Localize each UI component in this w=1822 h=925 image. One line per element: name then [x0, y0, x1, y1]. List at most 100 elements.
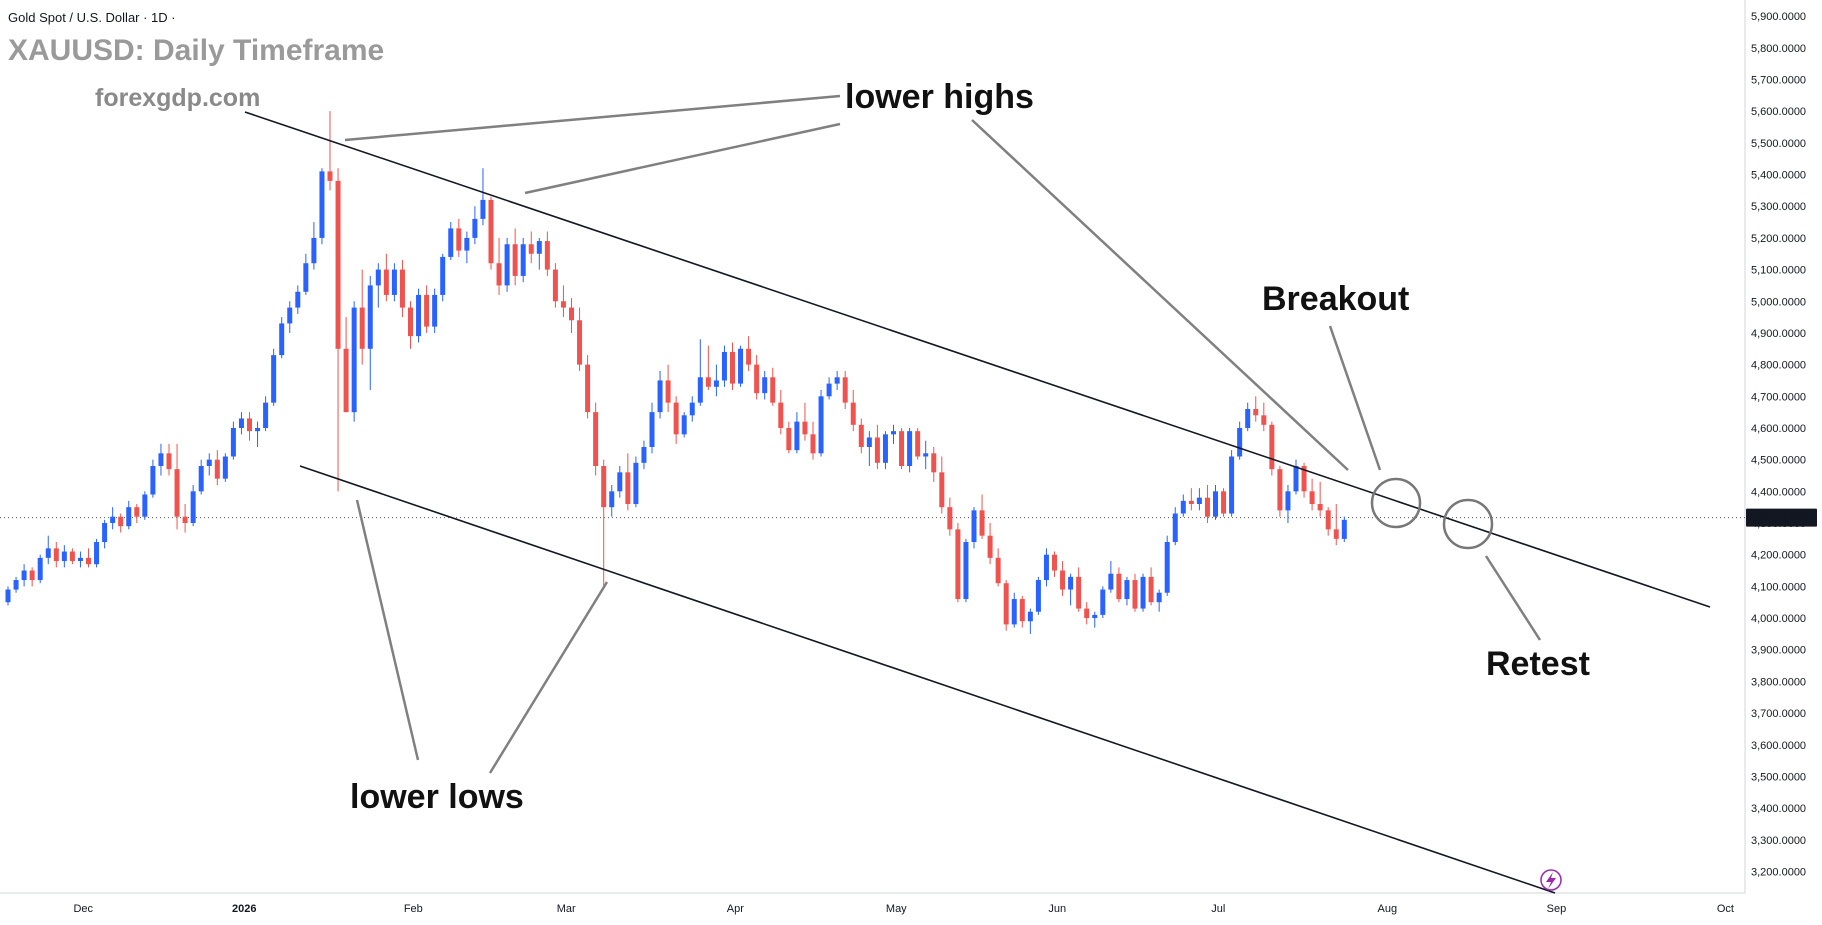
candle — [939, 456, 945, 514]
candle — [689, 396, 695, 422]
candle — [705, 345, 711, 390]
candle — [858, 418, 864, 454]
candles-layer — [0, 111, 1745, 634]
candle — [110, 507, 116, 530]
time-axis[interactable]: Dec 2026 Feb Mar Apr May Jun Jul Aug Sep Oct — [0, 892, 1745, 915]
candle — [359, 269, 365, 365]
y-tick-label: 5,700.0000 — [1751, 75, 1806, 87]
candle — [786, 421, 792, 454]
candle — [1164, 535, 1170, 596]
candle — [408, 301, 413, 349]
pointer-line[interactable] — [1328, 325, 1382, 471]
y-tick-label: 4,200.0000 — [1751, 550, 1806, 562]
candle — [1333, 504, 1339, 546]
candle — [1172, 507, 1178, 546]
candle — [440, 253, 446, 302]
candle — [1035, 576, 1041, 615]
candle — [37, 554, 43, 584]
pointer-line[interactable] — [355, 499, 420, 761]
candle — [1019, 595, 1025, 628]
highlight-circle — [1370, 477, 1422, 529]
candle — [367, 275, 373, 390]
candle — [1108, 561, 1114, 593]
candle — [697, 339, 703, 406]
y-tick-label: 4,600.0000 — [1751, 423, 1806, 435]
y-tick-label: 5,600.0000 — [1751, 106, 1806, 118]
candle — [512, 228, 518, 286]
y-tick-label: 4,000.0000 — [1751, 613, 1806, 625]
candle — [609, 485, 615, 517]
candle — [713, 364, 719, 397]
candle — [1003, 580, 1009, 631]
x-tick-label: May — [886, 903, 907, 915]
candle — [730, 342, 735, 390]
candle — [826, 377, 832, 400]
y-tick-label: 4,500.0000 — [1751, 455, 1806, 467]
x-tick-label: Feb — [404, 903, 423, 915]
candle — [45, 535, 51, 565]
pointer-line[interactable] — [1484, 555, 1542, 641]
highlight-circle — [1442, 498, 1494, 550]
candle — [86, 548, 91, 568]
pointer-line[interactable] — [344, 94, 841, 142]
y-tick-label: 5,400.0000 — [1751, 170, 1806, 182]
pointer-line[interactable] — [971, 119, 1349, 471]
breakout-label: Breakout — [1262, 280, 1409, 318]
candle — [1156, 589, 1162, 612]
candle — [255, 421, 261, 447]
candle — [1132, 573, 1138, 612]
y-tick-label: 3,300.0000 — [1751, 835, 1806, 847]
candle — [214, 450, 220, 486]
candle — [1076, 567, 1082, 612]
candle — [963, 538, 969, 603]
y-tick-label: 5,100.0000 — [1751, 265, 1806, 277]
upper-channel-trendline[interactable] — [244, 111, 1711, 608]
y-tick-label: 4,700.0000 — [1751, 391, 1806, 403]
candle — [432, 288, 438, 333]
candle — [1237, 421, 1243, 460]
y-tick-label: 4,800.0000 — [1751, 360, 1806, 372]
candle — [931, 446, 937, 482]
candle — [1325, 507, 1331, 536]
candle — [351, 301, 357, 422]
candle — [206, 453, 212, 476]
candle — [77, 551, 83, 568]
lower-channel-trendline[interactable] — [299, 465, 1556, 894]
candle — [1188, 488, 1194, 511]
candle — [1301, 462, 1307, 498]
candle — [738, 345, 744, 387]
candle — [923, 440, 929, 470]
candle — [1043, 548, 1049, 587]
pointer-line[interactable] — [488, 581, 609, 774]
pointer-line[interactable] — [524, 122, 841, 195]
candle — [770, 367, 776, 406]
candle — [311, 222, 317, 270]
flash-button[interactable] — [1540, 869, 1562, 891]
candle — [1317, 481, 1323, 517]
candle — [472, 206, 478, 245]
candle — [577, 307, 583, 371]
candle — [247, 412, 252, 441]
candle — [1124, 576, 1130, 606]
candle — [488, 196, 494, 270]
candle — [327, 111, 333, 191]
y-tick-label: 4,400.0000 — [1751, 486, 1806, 498]
y-tick-label: 3,600.0000 — [1751, 740, 1806, 752]
candle — [222, 453, 228, 482]
y-tick-label: 3,700.0000 — [1751, 708, 1806, 720]
candle — [391, 263, 397, 302]
candle — [762, 370, 768, 400]
x-tick-label: Oct — [1717, 903, 1734, 915]
price-axis[interactable]: 5,900.0000 5,800.0000 5,700.0000 5,600.0000… — [1744, 0, 1822, 925]
candle — [1084, 602, 1090, 625]
candle — [158, 443, 164, 476]
chart-title: XAUUSD: Daily Timeframe — [8, 34, 384, 67]
candle — [496, 237, 502, 295]
y-tick-label: 5,000.0000 — [1751, 296, 1806, 308]
candle — [1052, 551, 1057, 577]
candle — [1285, 485, 1291, 524]
symbol-info[interactable]: Gold Spot / U.S. Dollar · 1D · — [8, 10, 176, 25]
candle — [1068, 573, 1074, 606]
candle — [53, 542, 59, 568]
candle — [874, 424, 880, 470]
